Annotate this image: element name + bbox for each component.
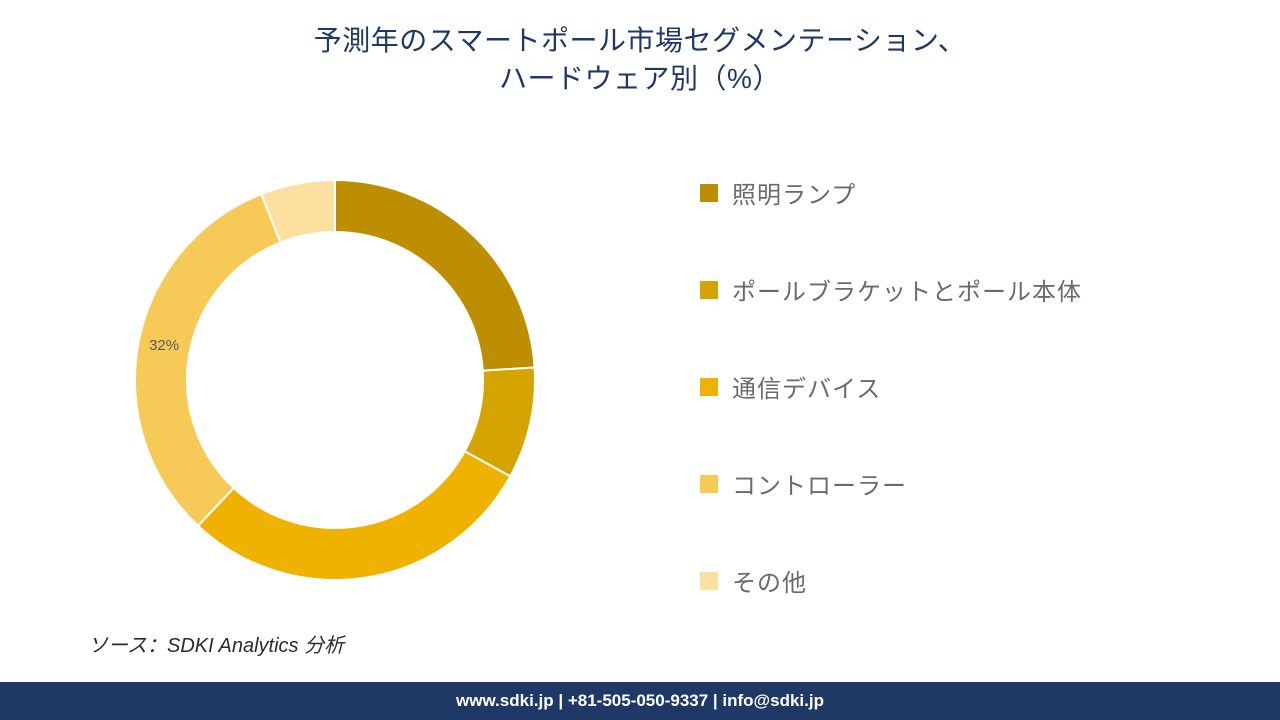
legend-item: 通信デバイス <box>700 369 1240 404</box>
legend-item: その他 <box>700 563 1240 598</box>
chart-title: 予測年のスマートポール市場セグメンテーション、 ハードウェア別（%） <box>0 22 1280 98</box>
legend: 照明ランプポールブラケットとポール本体通信デバイスコントローラーその他 <box>700 175 1240 598</box>
title-line-2: ハードウェア別（%） <box>0 60 1280 98</box>
title-line-1: 予測年のスマートポール市場セグメンテーション、 <box>0 22 1280 60</box>
donut-slice <box>135 194 281 526</box>
source-text: ソース：SDKI Analytics 分析 <box>88 629 344 658</box>
legend-label: その他 <box>732 563 807 598</box>
legend-swatch <box>700 184 718 202</box>
legend-item: ポールブラケットとポール本体 <box>700 272 1240 307</box>
legend-swatch <box>700 572 718 590</box>
donut-slice <box>335 180 535 371</box>
donut-chart: 32% <box>115 160 555 600</box>
legend-item: 照明ランプ <box>700 175 1240 210</box>
legend-swatch <box>700 281 718 299</box>
legend-label: 照明ランプ <box>732 175 856 210</box>
legend-swatch <box>700 378 718 396</box>
footer-bar: www.sdki.jp | +81-505-050-9337 | info@sd… <box>0 682 1280 720</box>
slice-pct-label: 32% <box>149 337 179 354</box>
legend-label: 通信デバイス <box>732 369 881 404</box>
donut-slice <box>198 451 510 580</box>
legend-label: コントローラー <box>732 466 907 501</box>
legend-label: ポールブラケットとポール本体 <box>732 272 1082 307</box>
legend-item: コントローラー <box>700 466 1240 501</box>
legend-swatch <box>700 475 718 493</box>
